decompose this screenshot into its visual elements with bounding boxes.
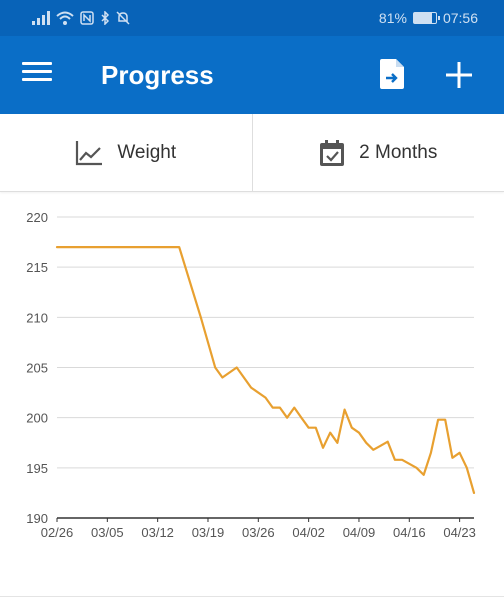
x-tick-label: 04/02 <box>292 525 325 540</box>
x-tick-label: 03/12 <box>141 525 174 540</box>
x-tick-label: 03/05 <box>91 525 124 540</box>
mute-icon <box>116 11 130 25</box>
y-tick-label: 190 <box>26 511 48 526</box>
wifi-icon <box>56 11 74 25</box>
weight-chart: 190 195 200 205 210 215 220 02/26 03/05 03/12 03/1… <box>0 192 504 600</box>
calendar-check-icon <box>320 139 345 166</box>
metric-selector[interactable]: Weight <box>0 114 253 191</box>
bottom-divider <box>0 596 504 597</box>
signal-icon <box>32 11 50 25</box>
weight-series-line <box>55 245 476 494</box>
y-tick-label: 220 <box>26 210 48 225</box>
period-label: 2 Months <box>359 141 438 163</box>
export-icon[interactable] <box>378 58 406 90</box>
x-tick-label: 04/23 <box>443 525 476 540</box>
battery-fill <box>413 13 432 23</box>
status-icons-right: 81% 07:56 <box>379 10 478 26</box>
battery-percent: 81% <box>378 10 407 26</box>
y-tick-label: 195 <box>26 461 48 476</box>
y-tick-label: 210 <box>26 310 48 325</box>
add-icon[interactable] <box>444 60 474 90</box>
x-tick-label: 02/26 <box>41 525 74 540</box>
y-tick-label: 205 <box>26 361 48 376</box>
chart-line-icon <box>76 140 103 165</box>
weight-line-chart: 190 195 200 205 210 215 220 02/26 03/05 03/12 03/1… <box>26 210 476 540</box>
y-tick-label: 200 <box>26 411 48 426</box>
metric-label: Weight <box>117 141 177 163</box>
status-bar: 81% 07:56 <box>0 0 504 36</box>
x-tick-label: 04/09 <box>343 525 376 540</box>
status-icons-left <box>32 11 130 25</box>
bluetooth-icon <box>101 11 110 25</box>
x-tick-label: 03/19 <box>192 525 225 540</box>
x-tick-label: 04/16 <box>393 525 426 540</box>
period-selector[interactable]: 2 Months <box>253 114 504 191</box>
menu-icon[interactable] <box>22 62 52 86</box>
battery-icon <box>412 12 440 24</box>
clock: 07:56 <box>442 10 478 26</box>
filter-bar: Weight 2 Months <box>0 114 504 192</box>
page-title: Progress <box>101 60 214 90</box>
y-tick-label: 215 <box>26 260 48 275</box>
x-tick-label: 03/26 <box>242 525 275 540</box>
nfc-icon <box>80 11 94 25</box>
app-toolbar: Progress <box>0 36 504 114</box>
